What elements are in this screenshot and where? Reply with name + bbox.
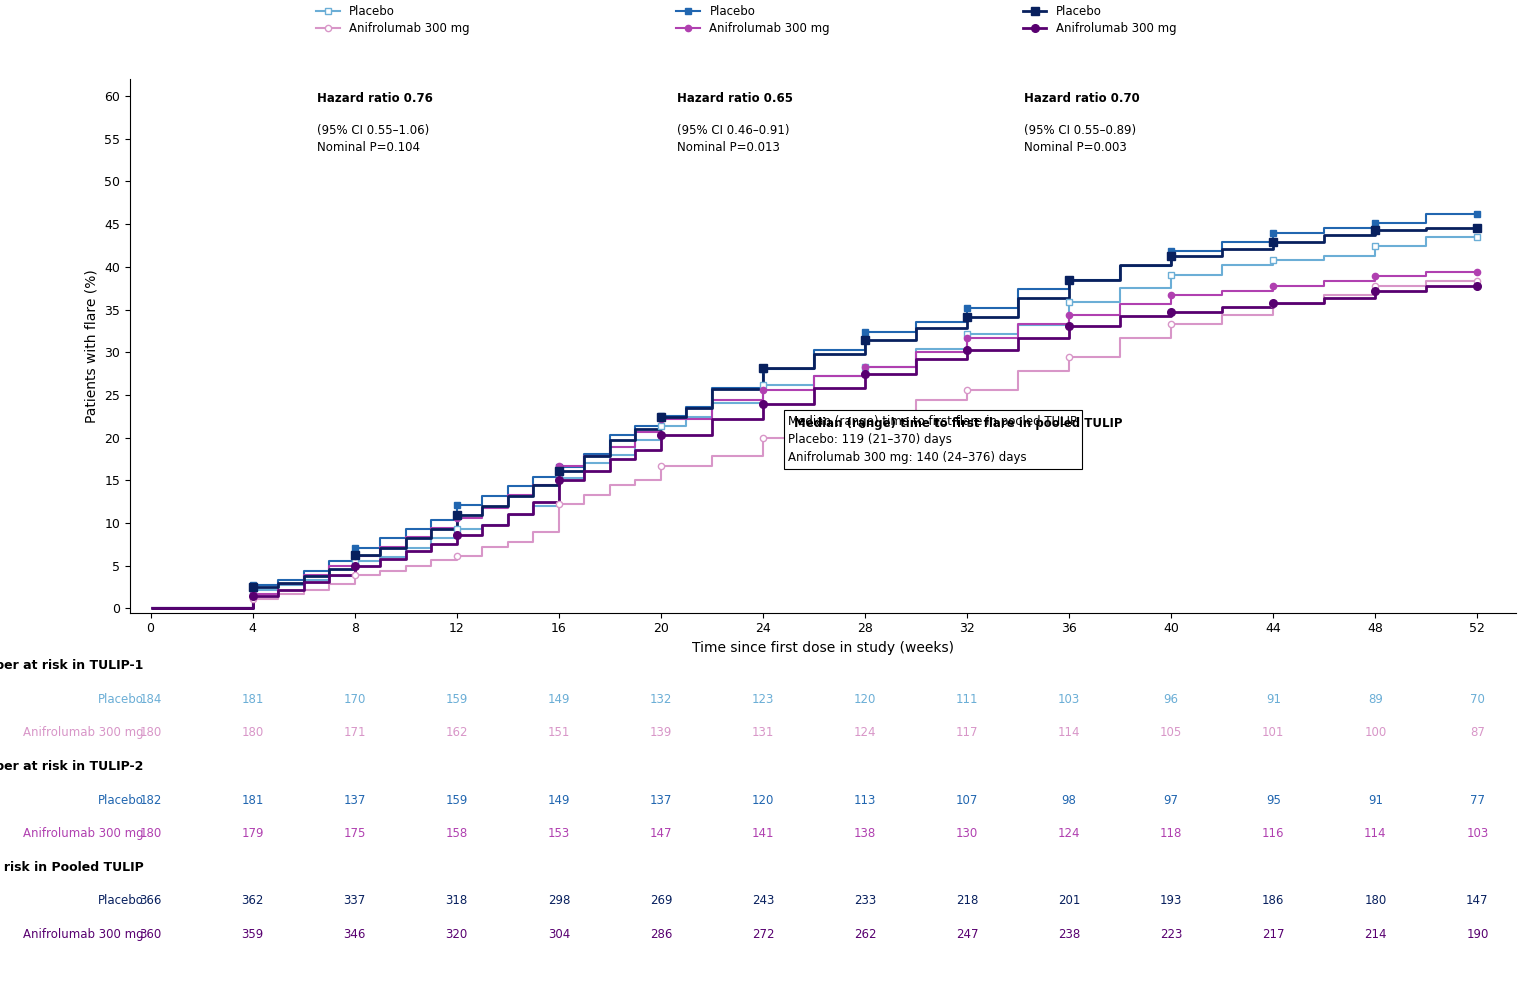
Text: 89: 89 [1367, 693, 1382, 705]
Legend: Placebo, Anifrolumab 300 mg: Placebo, Anifrolumab 300 mg [1023, 0, 1176, 35]
Text: 147: 147 [1467, 894, 1488, 907]
Text: 139: 139 [649, 726, 672, 739]
Text: 170: 170 [343, 693, 366, 705]
Text: 180: 180 [1364, 894, 1387, 907]
Text: Number at risk in TULIP-2: Number at risk in TULIP-2 [0, 760, 144, 773]
Text: Median (range) time to first flare in pooled TULIP: Median (range) time to first flare in po… [793, 417, 1122, 431]
Text: 96: 96 [1164, 693, 1179, 705]
Text: 141: 141 [752, 827, 775, 840]
Text: 137: 137 [343, 793, 366, 806]
Text: 149: 149 [548, 793, 570, 806]
Text: 304: 304 [548, 928, 570, 941]
Text: 147: 147 [649, 827, 672, 840]
Text: 123: 123 [752, 693, 775, 705]
Text: 360: 360 [139, 928, 162, 941]
Text: 217: 217 [1262, 928, 1285, 941]
Text: Number at risk in Pooled TULIP: Number at risk in Pooled TULIP [0, 861, 144, 873]
Text: 247: 247 [955, 928, 978, 941]
Text: Placebo: Placebo [98, 693, 144, 705]
Text: (95% CI 0.55–1.06)
Nominal P=0.104: (95% CI 0.55–1.06) Nominal P=0.104 [317, 124, 429, 154]
Text: 223: 223 [1160, 928, 1182, 941]
Text: 159: 159 [446, 793, 468, 806]
Text: 269: 269 [649, 894, 672, 907]
Text: 138: 138 [854, 827, 876, 840]
Text: 124: 124 [854, 726, 876, 739]
Text: 214: 214 [1364, 928, 1387, 941]
Text: 130: 130 [955, 827, 978, 840]
Text: Median (range) time to first flare in pooled TULIP
Placebo: 119 (21–370) days
An: Median (range) time to first flare in po… [788, 415, 1078, 464]
Text: 272: 272 [752, 928, 775, 941]
Text: 318: 318 [446, 894, 468, 907]
Text: 87: 87 [1470, 726, 1485, 739]
Text: 131: 131 [752, 726, 775, 739]
Text: 298: 298 [548, 894, 570, 907]
Text: 118: 118 [1160, 827, 1182, 840]
Text: 362: 362 [242, 894, 263, 907]
Text: 366: 366 [139, 894, 162, 907]
Text: 201: 201 [1058, 894, 1081, 907]
Text: Hazard ratio 0.76: Hazard ratio 0.76 [317, 93, 433, 106]
Text: 181: 181 [242, 793, 263, 806]
Text: Placebo: Placebo [98, 894, 144, 907]
Text: Placebo: Placebo [98, 793, 144, 806]
Text: 158: 158 [446, 827, 468, 840]
Text: 113: 113 [854, 793, 876, 806]
Text: 103: 103 [1058, 693, 1081, 705]
Text: Anifrolumab 300 mg: Anifrolumab 300 mg [23, 928, 144, 941]
Text: 180: 180 [139, 726, 162, 739]
Text: Anifrolumab 300 mg: Anifrolumab 300 mg [23, 726, 144, 739]
Text: 193: 193 [1160, 894, 1182, 907]
Text: 97: 97 [1164, 793, 1179, 806]
X-axis label: Time since first dose in study (weeks): Time since first dose in study (weeks) [692, 641, 954, 655]
Text: 103: 103 [1467, 827, 1488, 840]
Text: 182: 182 [139, 793, 162, 806]
Text: 184: 184 [139, 693, 162, 705]
Text: 95: 95 [1266, 793, 1281, 806]
Text: Hazard ratio 0.70: Hazard ratio 0.70 [1024, 93, 1139, 106]
Text: 153: 153 [548, 827, 570, 840]
Text: 337: 337 [343, 894, 366, 907]
Text: 180: 180 [139, 827, 162, 840]
Text: 286: 286 [649, 928, 672, 941]
Text: Hazard ratio 0.65: Hazard ratio 0.65 [677, 93, 793, 106]
Y-axis label: Patients with flare (%): Patients with flare (%) [84, 269, 100, 423]
Text: 162: 162 [446, 726, 468, 739]
Text: 98: 98 [1061, 793, 1076, 806]
Text: 120: 120 [854, 693, 876, 705]
Text: 100: 100 [1364, 726, 1387, 739]
Text: 107: 107 [955, 793, 978, 806]
Text: 114: 114 [1364, 827, 1387, 840]
Text: 114: 114 [1058, 726, 1081, 739]
Text: (95% CI 0.55–0.89)
Nominal P=0.003: (95% CI 0.55–0.89) Nominal P=0.003 [1024, 124, 1136, 154]
Text: 91: 91 [1367, 793, 1382, 806]
Text: 116: 116 [1262, 827, 1285, 840]
Text: 105: 105 [1160, 726, 1182, 739]
Text: 233: 233 [854, 894, 876, 907]
Text: 120: 120 [752, 793, 775, 806]
Text: (95% CI 0.46–0.91)
Nominal P=0.013: (95% CI 0.46–0.91) Nominal P=0.013 [677, 124, 790, 154]
Text: 238: 238 [1058, 928, 1081, 941]
Text: 262: 262 [854, 928, 876, 941]
Text: 151: 151 [548, 726, 570, 739]
Text: 159: 159 [446, 693, 468, 705]
Text: 70: 70 [1470, 693, 1485, 705]
Text: 111: 111 [955, 693, 978, 705]
Text: Number at risk in TULIP-1: Number at risk in TULIP-1 [0, 659, 144, 672]
Text: 171: 171 [343, 726, 366, 739]
Text: 101: 101 [1262, 726, 1285, 739]
Text: 137: 137 [649, 793, 672, 806]
Text: 180: 180 [242, 726, 263, 739]
Text: 186: 186 [1262, 894, 1285, 907]
Text: 218: 218 [955, 894, 978, 907]
Text: 179: 179 [242, 827, 263, 840]
Text: 124: 124 [1058, 827, 1081, 840]
Text: Anifrolumab 300 mg: Anifrolumab 300 mg [23, 827, 144, 840]
Text: 149: 149 [548, 693, 570, 705]
Text: 91: 91 [1266, 693, 1281, 705]
Text: 346: 346 [343, 928, 366, 941]
Text: 190: 190 [1467, 928, 1488, 941]
Text: 77: 77 [1470, 793, 1485, 806]
Text: 132: 132 [649, 693, 672, 705]
Text: 117: 117 [955, 726, 978, 739]
Text: 175: 175 [343, 827, 366, 840]
